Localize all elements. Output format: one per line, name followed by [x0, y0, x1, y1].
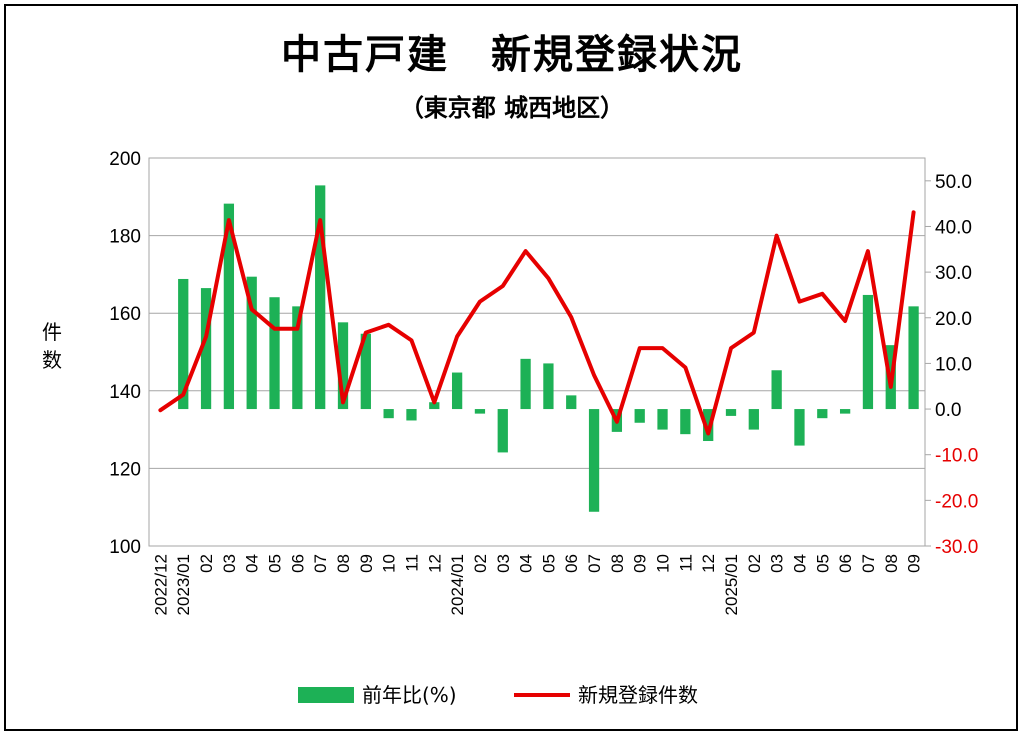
chart-subtitle: （東京都 城西地区） — [399, 94, 625, 122]
x-tick-label: 06 — [836, 554, 855, 573]
right-tick-label: 30.0 — [935, 263, 972, 284]
x-tick-label: 08 — [882, 554, 901, 573]
bar-yoy-07 — [588, 409, 600, 512]
x-tick-label: 04 — [517, 554, 536, 573]
right-tick-label: 20.0 — [935, 309, 972, 330]
plot-area-border — [148, 157, 926, 547]
x-tick-label: 09 — [631, 554, 650, 573]
x-tick-label: 05 — [813, 554, 832, 573]
right-tick-label: 10.0 — [935, 354, 972, 375]
x-tick-label: 03 — [494, 554, 513, 573]
x-tick-label: 04 — [790, 554, 809, 573]
left-tick-label: 120 — [109, 459, 141, 480]
right-tick-label: -20.0 — [935, 491, 978, 512]
bar-yoy-03 — [497, 409, 508, 453]
x-tick-label: 12 — [699, 554, 718, 573]
x-tick-label: 12 — [425, 554, 444, 573]
left-tick-label: 140 — [109, 382, 141, 403]
x-tick-label: 07 — [585, 554, 604, 573]
bar-yoy-12 — [429, 402, 440, 410]
bar-yoy-2024/01 — [451, 372, 463, 410]
left-tick-label: 160 — [109, 304, 141, 325]
legend-line-label: 新規登録件数 — [578, 683, 698, 707]
x-tick-label: 2022/12 — [151, 554, 170, 615]
bar-yoy-06 — [839, 409, 851, 414]
x-tick-label: 07 — [859, 554, 878, 573]
x-tick-label: 2025/01 — [722, 554, 741, 615]
x-tick-label: 2023/01 — [174, 554, 193, 615]
chart-frame — [4, 4, 1018, 731]
right-tick-label: -30.0 — [935, 537, 978, 558]
x-tick-label: 07 — [311, 554, 330, 573]
x-tick-label: 03 — [768, 554, 787, 573]
x-tick-label: 10 — [654, 554, 673, 573]
bar-yoy-12 — [703, 409, 714, 442]
legend-bar-label: 前年比(%) — [362, 683, 457, 707]
bar-yoy-2023/01 — [178, 278, 189, 410]
x-tick-label: 03 — [220, 554, 239, 573]
x-tick-label: 09 — [905, 554, 924, 573]
bar-yoy-04 — [246, 276, 257, 410]
bar-yoy-2025/01 — [725, 409, 737, 416]
x-tick-label: 06 — [562, 554, 581, 573]
bar-yoy-08 — [337, 322, 349, 410]
x-tick-label: 02 — [745, 554, 764, 573]
left-tick-label: 200 — [109, 149, 141, 170]
right-tick-label: 40.0 — [935, 217, 972, 238]
bar-yoy-02 — [474, 409, 486, 414]
x-tick-label: 04 — [243, 554, 262, 573]
bar-yoy-10 — [657, 409, 668, 430]
bar-yoy-11 — [680, 409, 691, 435]
legend-bar-swatch — [298, 687, 354, 703]
x-tick-label: 11 — [676, 554, 695, 572]
bar-yoy-07 — [315, 185, 326, 410]
bar-yoy-09 — [634, 409, 645, 423]
left-tick-label: 180 — [109, 227, 141, 248]
bar-yoy-02 — [748, 409, 759, 430]
right-tick-label: 50.0 — [935, 172, 972, 193]
bar-yoy-02 — [200, 288, 212, 410]
bar-yoy-04 — [794, 409, 805, 446]
bar-yoy-06 — [292, 306, 303, 410]
bar-yoy-06 — [566, 395, 577, 410]
bar-yoy-09 — [360, 333, 371, 410]
left-axis-label: 件数 — [42, 320, 62, 372]
x-tick-label: 08 — [608, 554, 627, 573]
right-tick-label: 0.0 — [935, 400, 961, 421]
line-registrations — [158, 210, 916, 436]
bar-yoy-03 — [771, 370, 782, 410]
x-tick-label: 09 — [357, 554, 376, 573]
bar-yoy-11 — [406, 409, 417, 421]
x-tick-label: 06 — [288, 554, 307, 573]
x-tick-label: 08 — [334, 554, 353, 573]
x-tick-label: 05 — [539, 554, 558, 573]
bar-yoy-04 — [520, 358, 531, 410]
bar-yoy-03 — [223, 203, 235, 410]
bar-yoy-05 — [543, 363, 554, 410]
chart-title: 中古戸建 新規登録状況 — [281, 32, 743, 78]
bar-yoy-09 — [908, 306, 919, 410]
bar-yoy-07 — [862, 294, 874, 410]
bar-yoy-05 — [817, 409, 828, 419]
x-tick-label: 02 — [471, 554, 490, 573]
x-tick-label: 11 — [402, 554, 421, 572]
bar-yoy-05 — [269, 297, 280, 410]
x-tick-label: 10 — [380, 554, 399, 573]
x-tick-label: 02 — [197, 554, 216, 573]
x-tick-label: 05 — [266, 554, 285, 573]
right-tick-label: -10.0 — [935, 446, 978, 467]
left-tick-label: 100 — [109, 537, 141, 558]
bar-yoy-10 — [383, 409, 394, 419]
x-tick-label: 2024/01 — [448, 554, 467, 615]
